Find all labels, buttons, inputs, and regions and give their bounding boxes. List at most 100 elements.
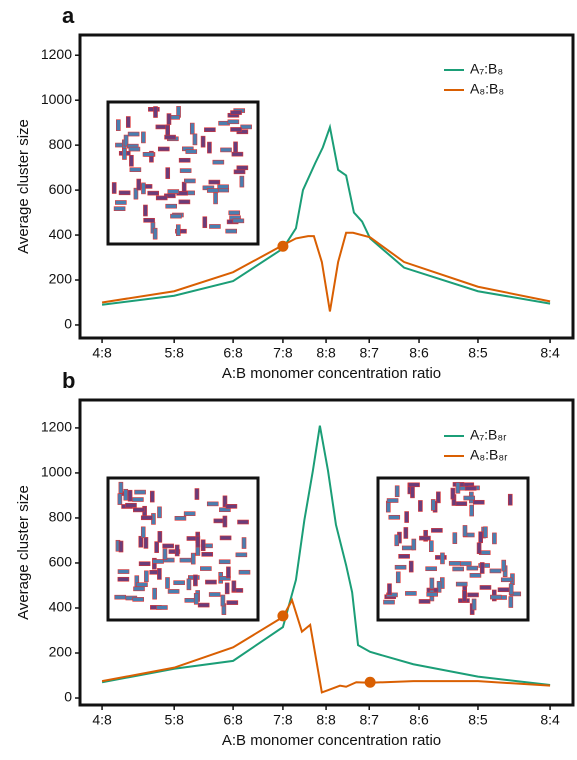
inset-monomer — [142, 152, 155, 157]
inset-snapshot — [106, 100, 260, 246]
series-line — [101, 123, 551, 306]
inset-monomer — [194, 488, 200, 500]
inset-monomer — [462, 590, 467, 602]
inset-monomer — [220, 594, 226, 607]
inset-monomer — [202, 216, 208, 229]
inset-monomer — [452, 566, 464, 572]
x-tick-label: 8:4 — [540, 712, 560, 728]
inset-monomer — [138, 561, 151, 567]
inset-monomer — [436, 491, 441, 504]
inset-monomer — [141, 131, 146, 144]
y-tick-label: 1200 — [41, 419, 72, 435]
x-tick-label: 5:8 — [164, 712, 184, 728]
inset-monomer — [174, 515, 187, 521]
panel-label: a — [62, 3, 75, 28]
inset-monomer — [183, 511, 196, 516]
inset-monomer — [440, 552, 445, 565]
inset-snapshot — [106, 476, 260, 622]
inset-monomer — [436, 581, 442, 593]
inset-monomer — [201, 552, 214, 557]
inset-monomer — [166, 113, 172, 125]
inset-monomer — [118, 190, 131, 196]
inset-monomer — [386, 592, 398, 598]
inset-monomer — [452, 532, 458, 544]
inset-monomer — [239, 175, 245, 188]
inset-monomer — [132, 597, 145, 602]
inset-monomer — [238, 569, 251, 575]
inset-monomer — [206, 501, 219, 507]
inset-monomer — [464, 486, 477, 491]
inset-monomer — [144, 570, 149, 583]
y-tick-label: 400 — [49, 599, 73, 615]
inset-monomer — [136, 178, 142, 191]
inset-monomer — [386, 498, 399, 503]
inset-monomer — [197, 602, 210, 608]
y-axis-label: Average cluster size — [15, 485, 32, 620]
inset-monomer — [219, 535, 232, 541]
inset-monomer — [508, 583, 514, 596]
legend-label: A₈:B₈ᵣ — [470, 447, 508, 463]
inset-monomer — [129, 167, 142, 172]
inset-monomer — [167, 589, 180, 594]
inset-monomer — [394, 564, 407, 570]
x-tick-label: 8:4 — [540, 345, 560, 361]
inset-monomer — [204, 127, 216, 133]
inset-monomer — [483, 526, 488, 539]
y-tick-label: 600 — [49, 181, 73, 197]
inset-monomer — [155, 124, 168, 130]
legend-label: A₈:B₈ — [470, 81, 504, 97]
inset-monomer — [460, 561, 472, 566]
inset-monomer — [153, 106, 158, 118]
inset-monomer — [118, 481, 124, 494]
inset-monomer — [162, 543, 174, 549]
inset-monomer — [479, 562, 485, 574]
inset-monomer — [168, 549, 181, 554]
x-tick-label: 6:8 — [223, 345, 243, 361]
x-axis-label: A:B monomer concentration ratio — [222, 365, 441, 382]
inset-monomer — [157, 568, 162, 580]
inset-monomer — [140, 526, 146, 539]
inset-monomer — [174, 544, 180, 557]
y-tick-label: 200 — [49, 644, 73, 660]
inset-monomer — [224, 582, 230, 595]
inset-monomer — [193, 574, 198, 587]
inset-monomer — [419, 535, 431, 541]
y-tick-label: 1000 — [41, 91, 72, 107]
y-tick-label: 800 — [49, 509, 73, 525]
inset-monomer — [143, 217, 155, 223]
x-tick-label: 6:8 — [223, 712, 243, 728]
inset-monomer — [225, 228, 238, 234]
x-tick-label: 5:8 — [164, 345, 184, 361]
inset-monomer — [237, 519, 249, 525]
inset-monomer — [157, 146, 170, 152]
inset-monomer — [149, 150, 154, 163]
x-axis-label: A:B monomer concentration ratio — [222, 732, 441, 749]
inset-monomer — [497, 587, 510, 593]
inset-monomer — [179, 168, 192, 173]
inset-monomer — [186, 578, 192, 591]
inset-monomer — [469, 504, 474, 517]
inset-monomer — [478, 531, 483, 544]
inset-monomer — [231, 580, 237, 593]
highlight-point — [277, 610, 289, 622]
inset-monomer — [113, 206, 126, 211]
inset-monomer — [125, 502, 137, 508]
inset-monomer — [185, 149, 198, 154]
inset-monomer — [136, 582, 148, 587]
inset-monomer — [190, 552, 196, 565]
inset-monomer — [205, 579, 217, 585]
inset-monomer — [410, 486, 415, 499]
y-tick-label: 600 — [49, 554, 73, 570]
legend-label: A₇:B₈ᵣ — [470, 427, 507, 443]
inset-monomer — [200, 539, 206, 552]
inset-monomer — [230, 110, 242, 115]
inset-monomer — [162, 548, 168, 561]
inset-monomer — [492, 532, 497, 545]
inset-monomer — [157, 506, 162, 519]
series-line — [101, 597, 551, 694]
x-tick-label: 8:6 — [409, 345, 429, 361]
inset-monomer — [208, 179, 221, 185]
inset-monomer — [490, 594, 502, 600]
inset-monomer — [111, 182, 117, 194]
